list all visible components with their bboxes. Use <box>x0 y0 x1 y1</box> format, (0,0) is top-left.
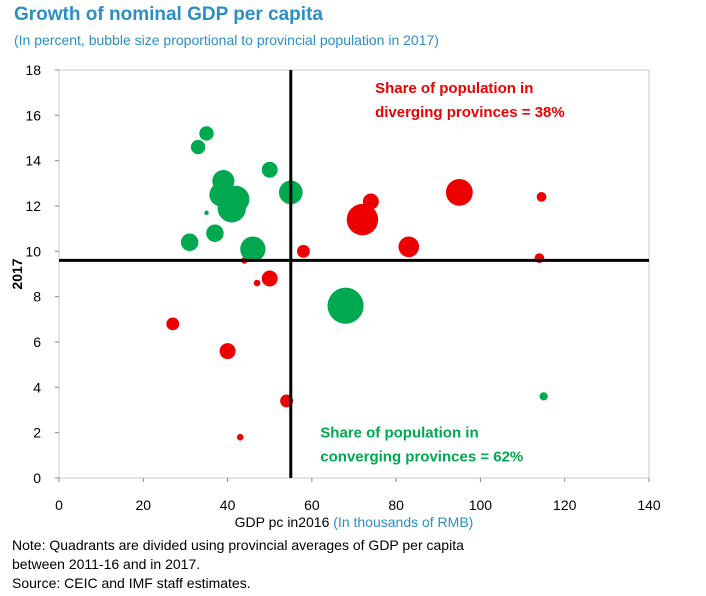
note-line-2: between 2011-16 and in 2017. <box>12 556 201 572</box>
x-axis-unit: (In thousands of RMB) <box>333 514 473 530</box>
diverging-bubble <box>166 317 180 331</box>
y-tick-label: 6 <box>33 334 41 350</box>
y-tick-label: 18 <box>25 62 41 78</box>
converging-bubble <box>206 224 224 242</box>
source-line: Source: CEIC and IMF staff estimates. <box>12 575 251 591</box>
bubble-chart: 0 2 4 6 8 10 12 14 16 18 0 20 40 60 80 100 120 140 GDP pc … <box>9 62 661 530</box>
y-tick-label: 4 <box>33 379 41 395</box>
y-tick-label: 14 <box>25 153 41 169</box>
x-tick-label: 120 <box>553 497 577 513</box>
x-tick-label: 0 <box>55 497 63 513</box>
diverging-bubble <box>398 236 420 258</box>
note-line-1: Note: Quadrants are divided using provin… <box>12 537 464 553</box>
x-tick-label: 140 <box>637 497 661 513</box>
converging-bubble <box>199 126 214 141</box>
converging-bubble <box>261 161 278 178</box>
chart-subtitle: (In percent, bubble size proportional to… <box>14 32 439 48</box>
x-tick-label: 20 <box>135 497 151 513</box>
y-tick-label: 16 <box>25 107 41 123</box>
diverging-bubble <box>219 343 236 360</box>
x-tick-label: 60 <box>304 497 320 513</box>
diverging-bubble <box>362 193 379 210</box>
converging-bubble <box>327 287 364 324</box>
diverging-bubble <box>261 270 278 287</box>
converging-bubble <box>222 185 250 213</box>
annotation-converging: Share of population in <box>320 425 478 442</box>
plot-frame <box>58 69 650 479</box>
annotation-converging: converging provinces = 62% <box>320 449 523 466</box>
x-axis-label: GDP pc in2016 (In thousands of RMB) <box>235 514 474 530</box>
converging-bubble <box>240 236 266 262</box>
annotation-diverging: diverging provinces = 38% <box>375 104 565 121</box>
x-tick-label: 80 <box>388 497 404 513</box>
converging-bubble <box>204 210 209 216</box>
diverging-bubble <box>236 433 244 441</box>
annotation-diverging: Share of population in <box>375 80 533 97</box>
y-tick-label: 12 <box>25 198 41 214</box>
y-tick-label: 2 <box>33 425 41 441</box>
converging-bubble <box>212 169 235 193</box>
converging-bubble <box>190 139 206 155</box>
diverging-bubble <box>536 192 547 202</box>
chart-title: Growth of nominal GDP per capita <box>14 4 323 25</box>
converging-bubble <box>180 233 199 252</box>
x-tick-label: 40 <box>220 497 236 513</box>
y-tick-label: 10 <box>25 243 41 259</box>
y-tick-label: 8 <box>33 289 41 305</box>
diverging-bubble <box>297 244 310 258</box>
converging-bubble <box>539 392 548 401</box>
x-axis-label-text: GDP pc in2016 <box>235 514 334 530</box>
diverging-bubble <box>346 203 379 236</box>
diverging-bubble <box>253 279 261 287</box>
y-axis-label: 2017 <box>9 258 25 289</box>
diverging-bubble <box>445 179 473 206</box>
y-tick-label: 0 <box>33 470 41 486</box>
chart-note: Note: Quadrants are divided using provin… <box>12 536 702 593</box>
x-tick-label: 100 <box>469 497 493 513</box>
